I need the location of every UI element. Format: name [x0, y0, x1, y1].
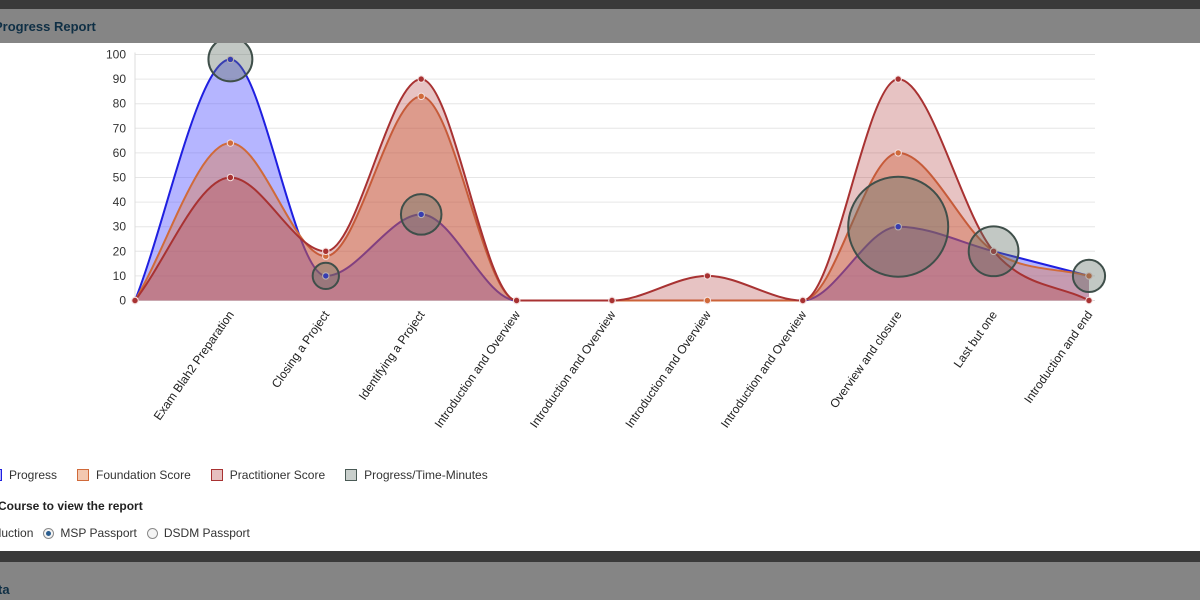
course-option[interactable]: roduction	[0, 526, 33, 540]
data-point	[226, 55, 235, 64]
panel-title: Progress Report	[0, 19, 96, 34]
data-point	[417, 75, 425, 83]
bubble-point	[1071, 258, 1107, 293]
progress-chart: 0 10 20 30 40 50 60 70 80 90 100 Exam Blah2 Prepara…	[106, 43, 1107, 430]
legend-swatch	[77, 469, 90, 481]
data-point	[322, 247, 330, 256]
y-tick-label: 40	[113, 195, 127, 209]
y-tick-label: 30	[113, 220, 127, 234]
y-tick-label: 80	[113, 97, 127, 111]
series-area	[135, 79, 1089, 301]
series-area	[135, 96, 1089, 301]
course-option-label: DSDM Passport	[163, 526, 250, 540]
course-option-label: roduction	[0, 526, 34, 540]
y-tick-label: 0	[119, 294, 126, 308]
y-tick-label: 50	[113, 171, 127, 185]
data-point	[989, 247, 998, 256]
course-option[interactable]: DSDM Passport	[141, 526, 250, 540]
bubble-point	[207, 43, 254, 83]
course-radio[interactable]	[146, 527, 158, 539]
x-tick-label: Overview and closure	[827, 308, 905, 411]
legend-label: Foundation Score	[96, 468, 191, 482]
course-select-label: Course to view the report	[0, 499, 143, 513]
legend-swatch	[210, 469, 223, 481]
legend-swatch	[0, 469, 2, 481]
bubble-point	[311, 261, 340, 291]
course-option-label: MSP Passport	[60, 526, 137, 540]
data-point	[703, 296, 712, 305]
data-point	[226, 173, 235, 182]
data-point	[1085, 296, 1093, 305]
data-point	[703, 272, 712, 280]
x-tick-label: Introduction and Overview	[527, 308, 619, 430]
data-point	[894, 149, 902, 157]
x-tick-label: Introduction and Overview	[432, 308, 524, 430]
course-option[interactable]: MSP Passport	[37, 526, 137, 540]
y-tick-label: 10	[113, 269, 127, 283]
x-tick-label: Closing a Project	[269, 308, 333, 391]
course-radio-group: roduction MSP Passport DSDM Passport	[0, 526, 254, 540]
course-radio[interactable]	[43, 527, 55, 539]
data-point	[226, 139, 235, 147]
data-point	[894, 75, 902, 83]
y-tick-label: 20	[113, 244, 127, 258]
x-tick-label: Introduction and end	[1021, 308, 1095, 406]
legend-item[interactable]: Progress	[0, 468, 57, 482]
x-tick-label: Identifying a Project	[356, 308, 428, 403]
legend-label: Practitioner Score	[229, 468, 326, 482]
legend-item[interactable]: Foundation Score	[77, 468, 191, 482]
data-point	[131, 296, 139, 305]
x-tick-label: Introduction and Overview	[622, 308, 714, 430]
legend-label: Progress/Time-Minutes	[364, 468, 488, 482]
bubble-point	[967, 225, 1020, 278]
bottom-panel-header: ta	[0, 562, 1200, 600]
y-tick-label: 60	[113, 146, 127, 160]
legend-swatch	[345, 469, 358, 481]
bubble-point	[847, 175, 950, 278]
x-tick-label: Last but one	[951, 308, 1001, 370]
data-point	[894, 223, 902, 231]
y-tick-label: 100	[106, 48, 126, 62]
data-point	[512, 296, 521, 305]
chart-area: 0 10 20 30 40 50 60 70 80 90 100 Exam Blah2 Prepara…	[0, 43, 1200, 455]
data-point	[608, 296, 616, 305]
data-point	[799, 296, 807, 305]
legend-item[interactable]: Progress/Time-Minutes	[345, 468, 488, 482]
chart-legend: Progress Foundation Score Practitioner Sco…	[0, 466, 508, 484]
data-point	[1085, 272, 1093, 280]
y-tick-label: 70	[113, 121, 127, 135]
y-tick-label: 90	[113, 72, 127, 86]
series-line	[134, 78, 1090, 302]
bottom-panel-title: ta	[0, 582, 10, 597]
data-point	[417, 92, 425, 101]
x-tick-label: Exam Blah2 Preparation	[151, 308, 237, 423]
bubble-point	[399, 193, 443, 236]
legend-item[interactable]: Practitioner Score	[210, 468, 326, 482]
panel-header: Progress Report	[0, 9, 1200, 43]
legend-label: Progress	[9, 468, 58, 482]
data-point	[417, 210, 425, 219]
data-point	[322, 272, 330, 280]
top-dark-bar	[0, 0, 1200, 9]
bottom-dark-bar	[0, 551, 1200, 562]
x-tick-label: Introduction and Overview	[718, 308, 810, 430]
